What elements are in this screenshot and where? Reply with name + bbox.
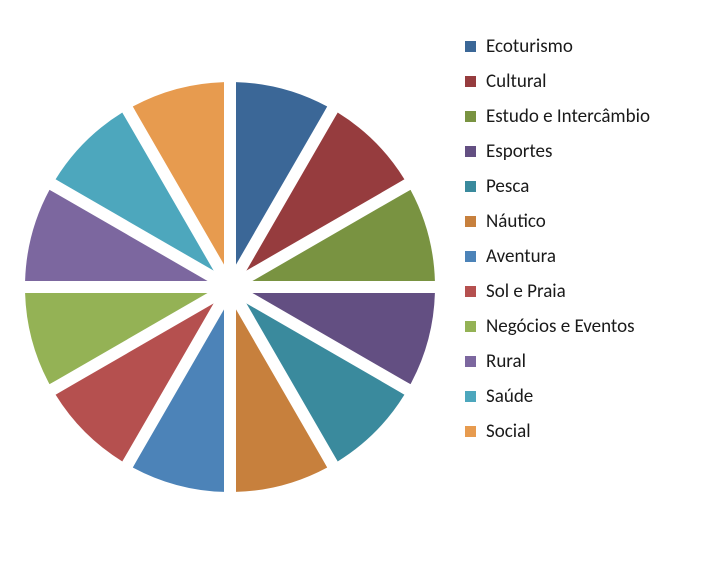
legend-item: Saúde (465, 385, 650, 408)
legend-swatch (465, 286, 476, 297)
legend-item: Negócios e Eventos (465, 315, 650, 338)
legend-item: Ecoturismo (465, 35, 650, 58)
legend-item: Estudo e Intercâmbio (465, 105, 650, 128)
pie-chart (0, 0, 460, 575)
legend-label: Saúde (486, 385, 533, 408)
legend-label: Aventura (486, 245, 556, 268)
legend-swatch (465, 41, 476, 52)
legend-label: Esportes (486, 140, 552, 163)
legend-item: Pesca (465, 175, 650, 198)
legend-swatch (465, 146, 476, 157)
pie-svg (0, 0, 460, 575)
legend-swatch (465, 391, 476, 402)
legend-swatch (465, 76, 476, 87)
legend-label: Sol e Praia (486, 280, 566, 303)
legend-swatch (465, 356, 476, 367)
legend-label: Náutico (486, 210, 546, 233)
pie-center (219, 276, 241, 298)
legend-item: Sol e Praia (465, 280, 650, 303)
legend-swatch (465, 251, 476, 262)
legend-label: Rural (486, 350, 526, 373)
legend-swatch (465, 216, 476, 227)
legend-label: Negócios e Eventos (486, 315, 635, 338)
legend-label: Social (486, 420, 531, 443)
chart-container: Ecoturismo Cultural Estudo e Intercâmbio Es… (0, 0, 720, 575)
legend-label: Pesca (486, 175, 529, 198)
legend-item: Esportes (465, 140, 650, 163)
legend-item: Náutico (465, 210, 650, 233)
legend-label: Cultural (486, 70, 547, 93)
legend-label: Estudo e Intercâmbio (486, 105, 650, 128)
legend-item: Rural (465, 350, 650, 373)
legend-item: Cultural (465, 70, 650, 93)
legend-item: Social (465, 420, 650, 443)
legend-swatch (465, 181, 476, 192)
legend: Ecoturismo Cultural Estudo e Intercâmbio Es… (460, 0, 650, 455)
legend-item: Aventura (465, 245, 650, 268)
legend-swatch (465, 111, 476, 122)
legend-swatch (465, 426, 476, 437)
legend-swatch (465, 321, 476, 332)
legend-label: Ecoturismo (486, 35, 573, 58)
